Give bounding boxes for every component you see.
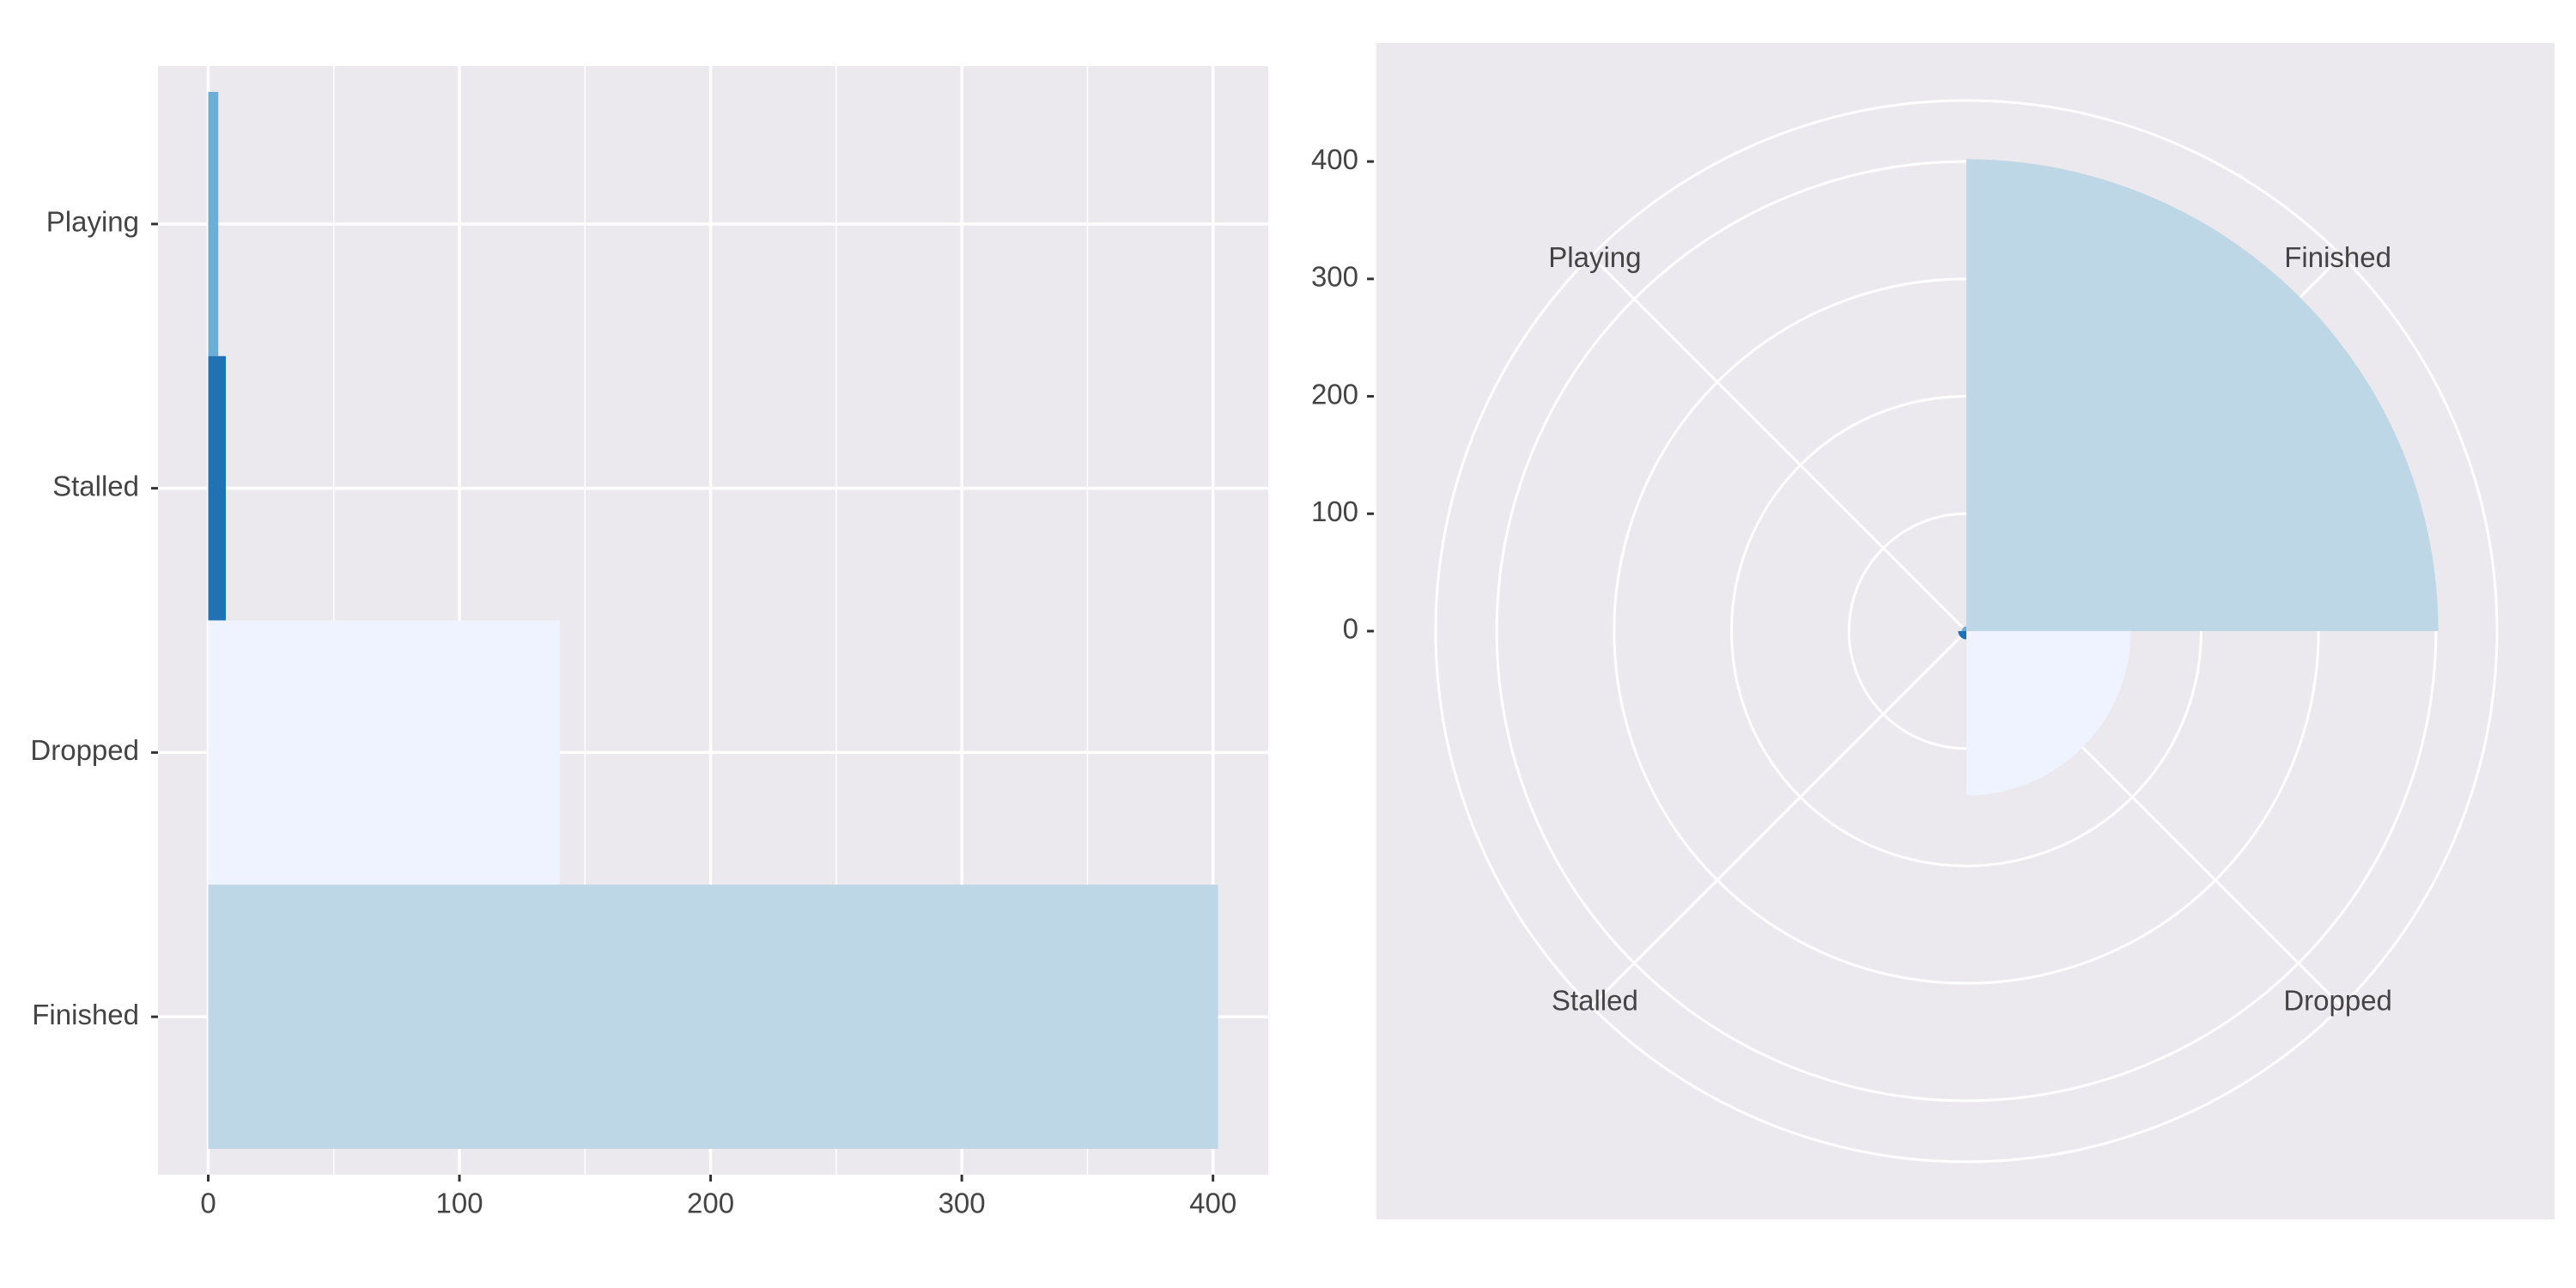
sector — [1966, 159, 2439, 631]
angle-label: Playing — [1548, 241, 1641, 273]
x-tick-label: 0 — [200, 1188, 216, 1219]
bar — [208, 355, 226, 621]
sector — [1961, 626, 1966, 631]
y-tick-label: Stalled — [52, 470, 139, 501]
grid-spoke — [1589, 254, 1968, 633]
x-tick-label: 100 — [436, 1188, 483, 1219]
r-tick-label: 300 — [1311, 261, 1358, 293]
sector — [1966, 631, 2131, 796]
r-tick-label: 400 — [1311, 143, 1358, 175]
x-tick-label: 300 — [939, 1188, 986, 1219]
grid-spoke — [1589, 629, 1968, 1008]
bar — [208, 620, 561, 885]
bar — [208, 92, 219, 356]
angle-label: Finished — [2284, 241, 2391, 273]
sector — [1958, 631, 1966, 640]
angle-label: Stalled — [1552, 984, 1638, 1016]
y-tick-label: Dropped — [30, 734, 139, 766]
grid-ring — [1434, 99, 2499, 1163]
x-tick-label: 400 — [1189, 1188, 1236, 1219]
y-tick-label: Playing — [46, 206, 139, 238]
angle-label: Dropped — [2283, 984, 2392, 1016]
r-tick-label: 200 — [1311, 378, 1358, 410]
y-tick-label: Finished — [32, 999, 139, 1030]
x-tick-label: 200 — [687, 1188, 734, 1219]
r-tick-label: 0 — [1343, 613, 1358, 645]
bar — [208, 884, 1218, 1149]
r-tick-label: 100 — [1311, 495, 1358, 527]
